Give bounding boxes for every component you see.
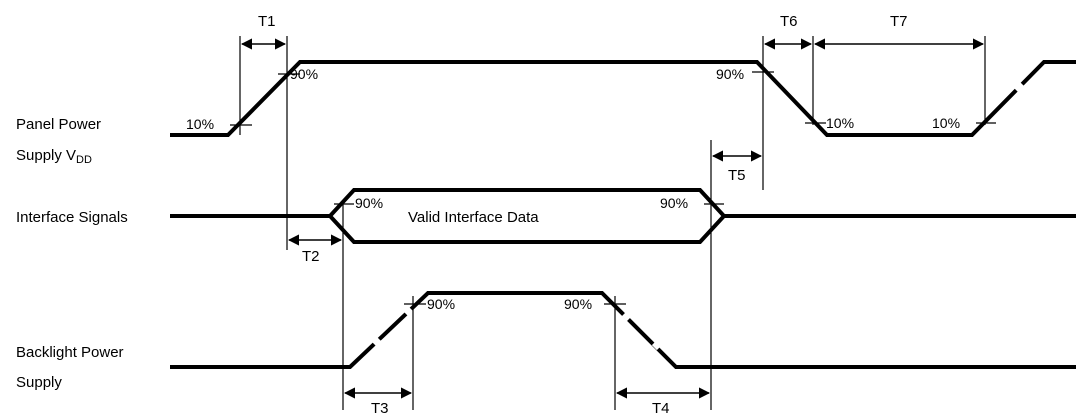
pct-vdd-90-rise: 90% [290, 66, 318, 82]
panel-power-supply-prefix: Supply V [16, 147, 76, 164]
t2-label: T2 [302, 248, 320, 265]
backlight-waveform [170, 291, 1076, 369]
pct-bl-90-rise: 90% [427, 296, 455, 312]
pct-if-90-right: 90% [660, 195, 688, 211]
interface-signals-label: Interface Signals [16, 209, 128, 226]
panel-power-label-line1: Panel Power [16, 116, 101, 133]
valid-interface-data-label: Valid Interface Data [408, 209, 539, 226]
t5-label: T5 [728, 167, 746, 184]
t6-label: T6 [780, 13, 798, 30]
backlight-fall-gap2 [651, 340, 662, 351]
pct-vdd-10-rise2: 10% [932, 115, 960, 131]
t7-label: T7 [890, 13, 908, 30]
panel-power-rise2-gap [1013, 81, 1025, 93]
backlight-rise-gap2 [403, 306, 414, 317]
backlight-power-label-line2: Supply [16, 374, 62, 391]
t1-label: T1 [258, 13, 276, 30]
pct-vdd-10-rise: 10% [186, 116, 214, 132]
panel-power-label-line2: Supply VDD [16, 147, 92, 166]
t4-label: T4 [652, 400, 670, 417]
vdd-subscript: DD [76, 154, 92, 166]
backlight-power-label-line1: Backlight Power [16, 344, 124, 361]
backlight-rise-gap1 [371, 336, 382, 347]
pct-vdd-90-fall: 90% [716, 66, 744, 82]
pct-if-90-left: 90% [355, 195, 383, 211]
pct-bl-90-fall: 90% [564, 296, 592, 312]
backlight-fall-gap1 [621, 311, 632, 322]
t3-label: T3 [371, 400, 389, 417]
pct-vdd-10-fall: 10% [826, 115, 854, 131]
